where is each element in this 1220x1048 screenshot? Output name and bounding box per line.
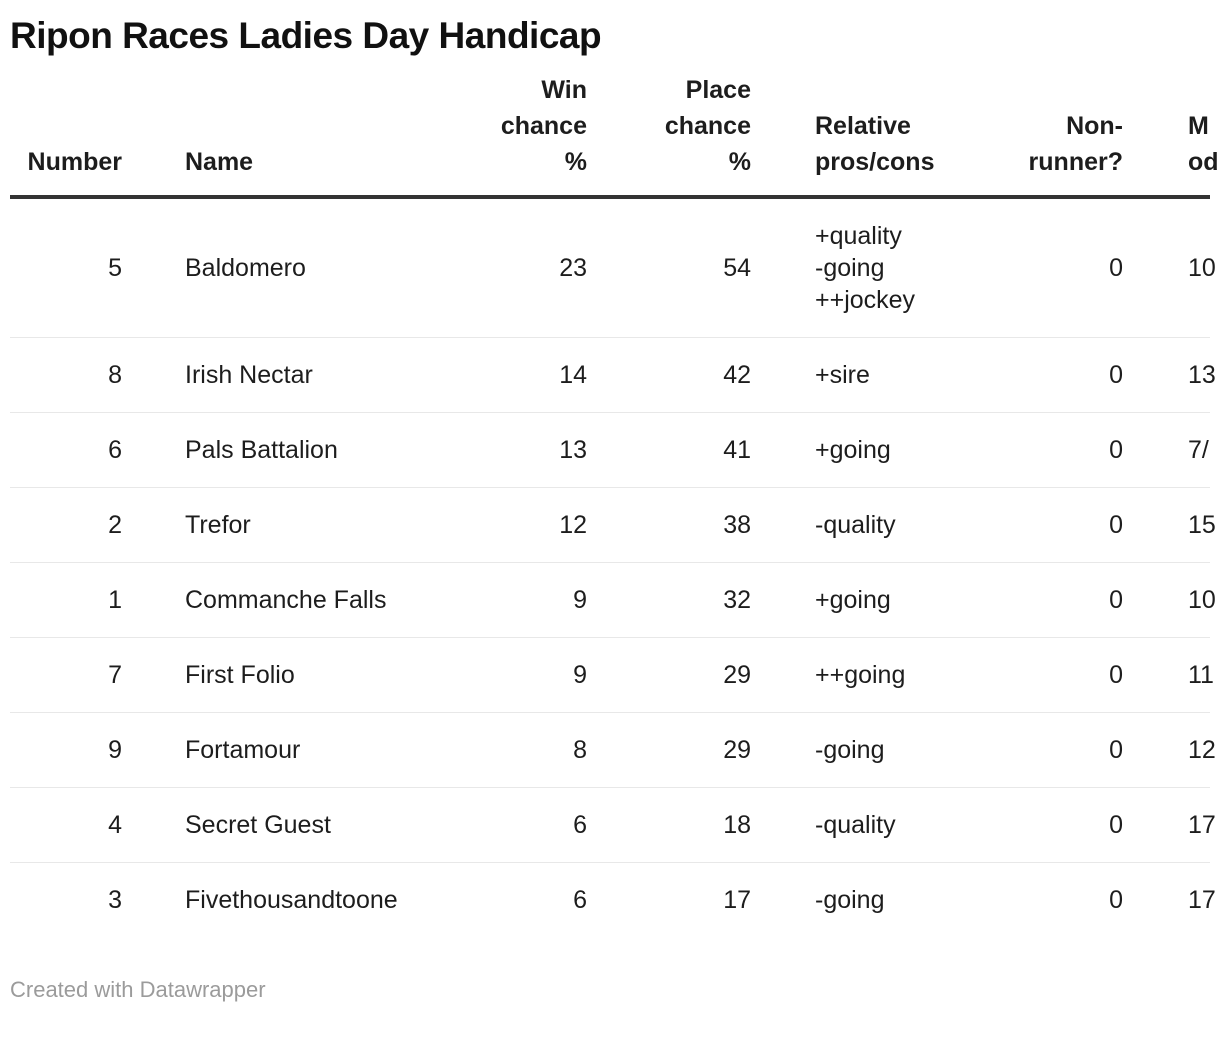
column-header-name: Name — [185, 148, 254, 176]
cell-pros-cons: +going — [815, 436, 891, 464]
cell-pros-cons: +quality -going ++jockey — [815, 222, 916, 314]
table-row: 4 Secret Guest 6 18 -quality 0 17 — [10, 788, 1216, 863]
cell-place-chance: 17 — [723, 886, 751, 914]
cell-name: Irish Nectar — [185, 361, 313, 389]
cell-place-chance: 29 — [723, 661, 751, 689]
cell-odds: 15 — [1188, 511, 1216, 539]
cell-non-runner: 0 — [1109, 361, 1123, 389]
page-title: Ripon Races Ladies Day Handicap — [10, 15, 602, 56]
cell-win-chance: 8 — [573, 736, 587, 764]
cell-name: Fivethousandtoone — [185, 886, 398, 914]
cell-number: 2 — [108, 511, 122, 539]
cell-place-chance: 29 — [723, 736, 751, 764]
cell-pros-cons: +going — [815, 586, 891, 614]
table-body: 5 Baldomero 23 54 +quality -going ++jock… — [10, 199, 1216, 937]
cell-number: 1 — [108, 586, 122, 614]
cell-name: First Folio — [185, 661, 295, 689]
cell-name: Commanche Falls — [185, 586, 387, 614]
cell-pros-cons: -quality — [815, 511, 896, 539]
cell-place-chance: 32 — [723, 586, 751, 614]
cell-non-runner: 0 — [1109, 736, 1123, 764]
cell-number: 5 — [108, 254, 122, 282]
column-header-non-runner: Non- runner? — [1028, 112, 1123, 176]
cell-odds: 10 — [1188, 254, 1216, 282]
cell-place-chance: 38 — [723, 511, 751, 539]
table-row: 9 Fortamour 8 29 -going 0 12 — [10, 713, 1216, 788]
cell-win-chance: 13 — [559, 436, 587, 464]
cell-odds: 17 — [1188, 886, 1216, 914]
cell-odds: 10 — [1188, 586, 1216, 614]
column-header-odds: M od — [1188, 112, 1219, 176]
cell-number: 8 — [108, 361, 122, 389]
cell-non-runner: 0 — [1109, 254, 1123, 282]
cell-pros-cons: -going — [815, 736, 885, 764]
cell-win-chance: 12 — [559, 511, 587, 539]
cell-odds: 13 — [1188, 361, 1216, 389]
cell-win-chance: 6 — [573, 886, 587, 914]
cell-win-chance: 6 — [573, 811, 587, 839]
cell-number: 9 — [108, 736, 122, 764]
column-header-number: Number — [27, 148, 122, 176]
cell-win-chance: 14 — [559, 361, 587, 389]
table-row: 6 Pals Battalion 13 41 +going 0 7/ — [10, 413, 1210, 488]
cell-pros-cons: +sire — [815, 361, 870, 389]
column-header-win-chance: Win chance % — [500, 76, 587, 176]
cell-pros-cons: ++going — [815, 661, 906, 689]
cell-odds: 11 — [1188, 661, 1214, 689]
cell-name: Trefor — [185, 511, 251, 539]
cell-name: Secret Guest — [185, 811, 331, 839]
cell-odds: 17 — [1188, 811, 1216, 839]
cell-name: Baldomero — [185, 254, 306, 282]
cell-non-runner: 0 — [1109, 586, 1123, 614]
cell-non-runner: 0 — [1109, 886, 1123, 914]
cell-place-chance: 42 — [723, 361, 751, 389]
table-row: 1 Commanche Falls 9 32 +going 0 10 — [10, 563, 1216, 638]
cell-place-chance: 41 — [723, 436, 751, 464]
cell-non-runner: 0 — [1109, 436, 1123, 464]
table-row: 2 Trefor 12 38 -quality 0 15 — [10, 488, 1216, 563]
cell-number: 7 — [108, 661, 122, 689]
table-row: 5 Baldomero 23 54 +quality -going ++jock… — [10, 199, 1216, 338]
datawrapper-credit-link[interactable]: Created with Datawrapper — [10, 977, 266, 1002]
cell-odds: 12 — [1188, 736, 1216, 764]
cell-odds: 7/ — [1188, 436, 1209, 464]
cell-number: 6 — [108, 436, 122, 464]
handicap-table: Number Name Win chance % Place chance % … — [10, 58, 1219, 937]
cell-pros-cons: -quality — [815, 811, 896, 839]
cell-pros-cons: -going — [815, 886, 885, 914]
table-row: 3 Fivethousandtoone 6 17 -going 0 17 — [10, 863, 1216, 937]
cell-non-runner: 0 — [1109, 511, 1123, 539]
table-row: 8 Irish Nectar 14 42 +sire 0 13 — [10, 338, 1216, 413]
cell-place-chance: 54 — [723, 254, 751, 282]
cell-win-chance: 9 — [573, 586, 587, 614]
cell-name: Pals Battalion — [185, 436, 338, 464]
cell-non-runner: 0 — [1109, 811, 1123, 839]
cell-name: Fortamour — [185, 736, 301, 764]
cell-number: 4 — [108, 811, 122, 839]
table-header-row: Number Name Win chance % Place chance % … — [10, 58, 1219, 199]
cell-win-chance: 23 — [559, 254, 587, 282]
cell-number: 3 — [108, 886, 122, 914]
column-header-pros-cons: Relative pros/cons — [815, 112, 935, 176]
column-header-place-chance: Place chance % — [664, 76, 751, 176]
table-row: 7 First Folio 9 29 ++going 0 11 — [10, 638, 1214, 713]
cell-win-chance: 9 — [573, 661, 587, 689]
cell-non-runner: 0 — [1109, 661, 1123, 689]
datawrapper-table-page: Ripon Races Ladies Day Handicap Number N… — [0, 14, 1220, 1048]
cell-place-chance: 18 — [723, 811, 751, 839]
